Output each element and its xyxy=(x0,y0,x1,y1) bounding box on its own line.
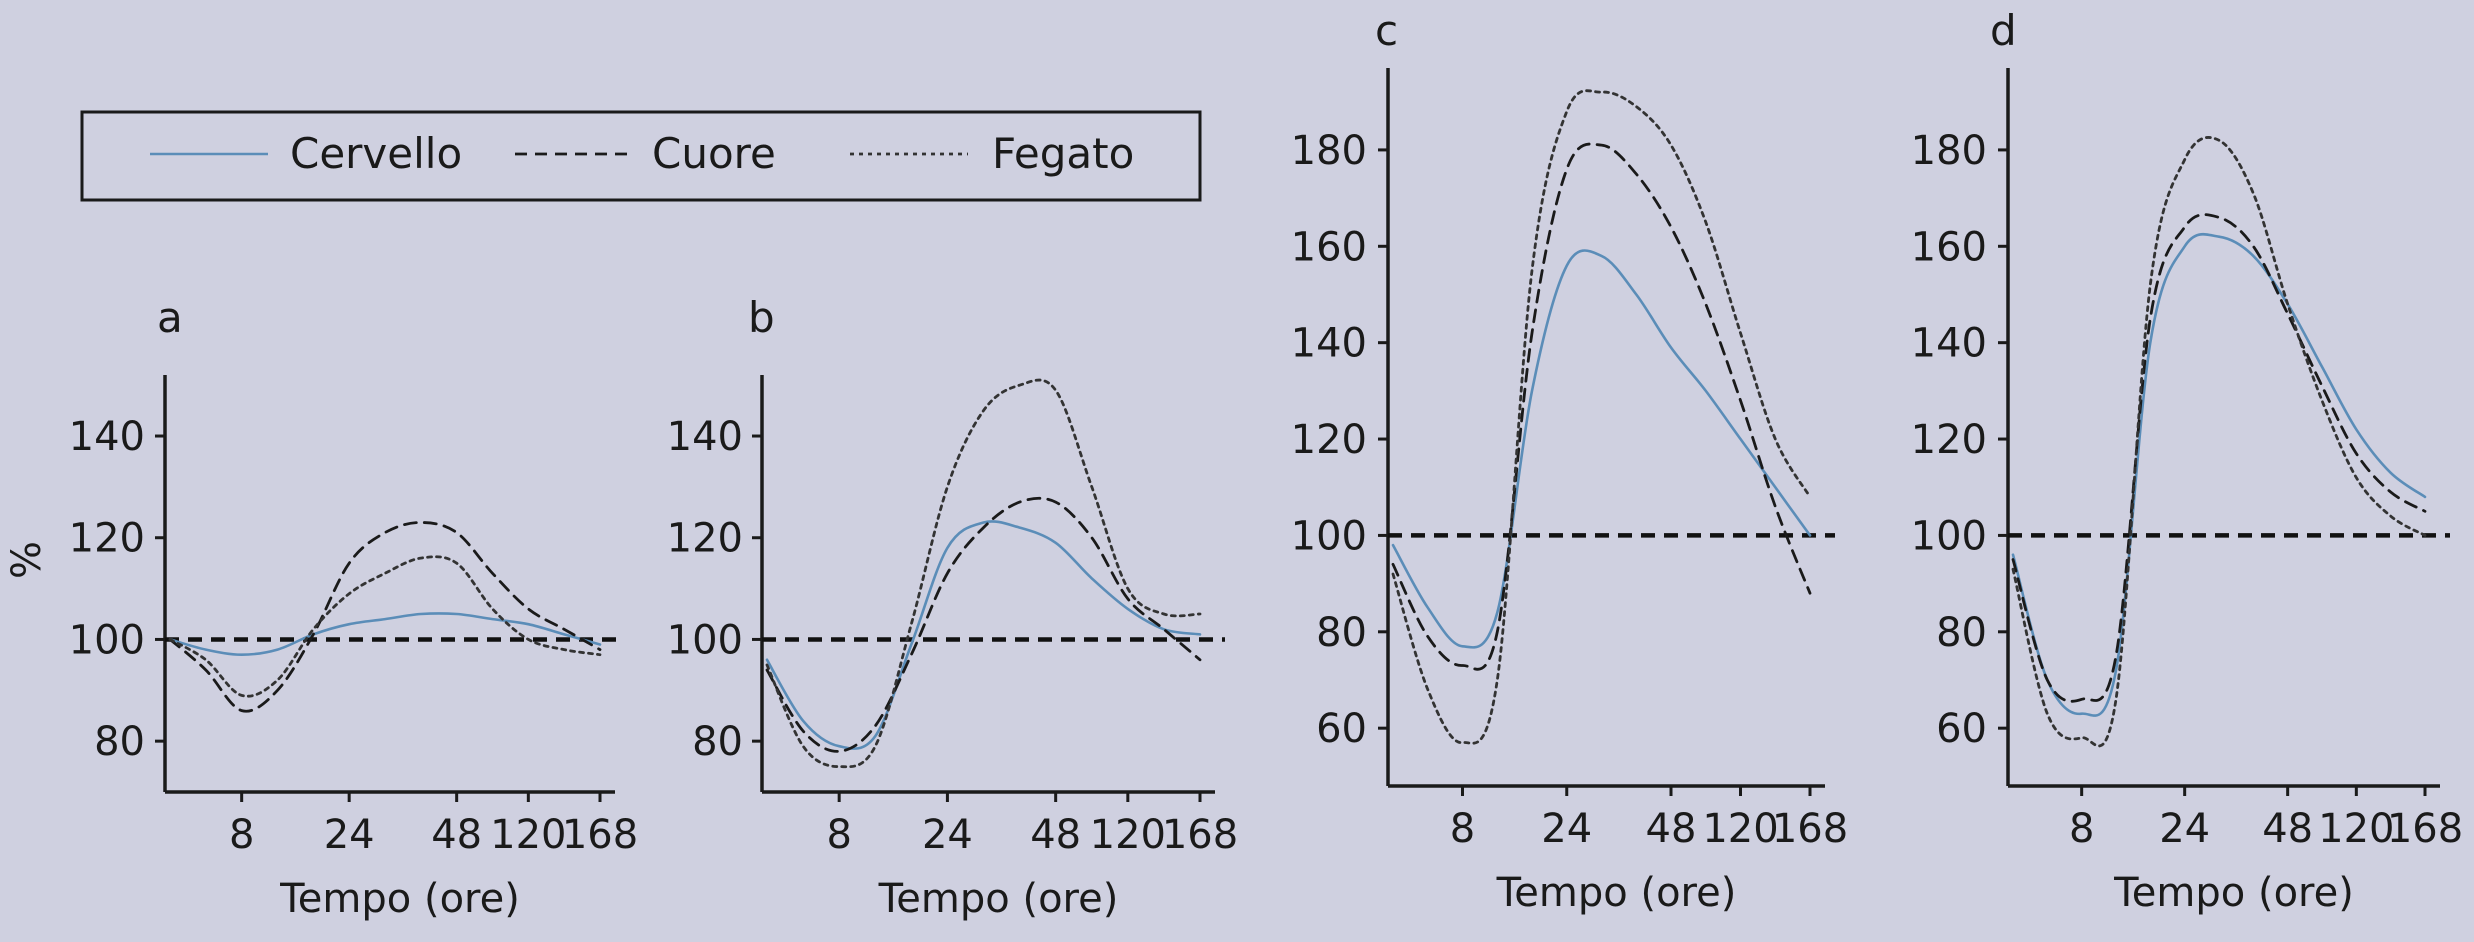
series-line-cervello xyxy=(168,612,602,656)
series-line-cuore xyxy=(2011,213,2427,703)
x-tick-label: 24 xyxy=(922,812,973,858)
x-tick-label: 24 xyxy=(2159,806,2210,852)
panel-label: c xyxy=(1375,6,1398,55)
y-tick-label: 180 xyxy=(1911,128,1987,174)
x-tick-label: 8 xyxy=(2069,806,2094,852)
x-axis-label: Tempo (ore) xyxy=(279,876,520,922)
x-axis-label: Tempo (ore) xyxy=(1496,870,1737,916)
y-tick-label: 80 xyxy=(1316,610,1367,656)
y-tick-label: 140 xyxy=(1911,321,1987,367)
x-tick-label: 48 xyxy=(1030,812,1081,858)
series-line-cervello xyxy=(1391,249,1812,649)
x-tick-label: 120 xyxy=(1702,806,1778,852)
y-tick-label: 120 xyxy=(1911,417,1987,463)
x-tick-label: 120 xyxy=(1090,812,1166,858)
series-line-fegato xyxy=(168,555,602,698)
y-tick-label: 60 xyxy=(1316,706,1367,752)
panel-label: b xyxy=(748,293,775,342)
y-tick-label: 120 xyxy=(1291,417,1367,463)
series-line-cuore xyxy=(1391,142,1812,671)
x-tick-label: 120 xyxy=(2318,806,2394,852)
series-line-cervello xyxy=(765,520,1202,750)
legend-box xyxy=(80,110,1202,202)
y-tick-label: 60 xyxy=(1936,706,1987,752)
y-tick-label: 120 xyxy=(69,516,145,562)
series-line-cuore xyxy=(168,521,602,713)
legend-label: Cuore xyxy=(652,129,776,178)
x-tick-label: 168 xyxy=(2387,806,2463,852)
x-tick-label: 168 xyxy=(562,812,638,858)
y-tick-label: 100 xyxy=(1291,513,1367,559)
series-line-fegato xyxy=(1391,89,1812,745)
y-tick-label: 120 xyxy=(667,516,743,562)
series-line-cervello xyxy=(2011,232,2427,717)
x-tick-label: 24 xyxy=(1541,806,1592,852)
y-tick-label: 180 xyxy=(1291,128,1367,174)
series-line-fegato xyxy=(765,378,1202,769)
x-tick-label: 24 xyxy=(324,812,375,858)
x-tick-label: 8 xyxy=(826,812,851,858)
x-tick-label: 48 xyxy=(431,812,482,858)
legend-label: Fegato xyxy=(992,129,1134,178)
y-tick-label: 80 xyxy=(94,719,145,765)
panel-label: a xyxy=(157,293,183,342)
y-tick-label: 140 xyxy=(1291,321,1367,367)
legend-item-cervello: Cervello xyxy=(150,129,462,178)
y-tick-label: 100 xyxy=(1911,513,1987,559)
x-axis-label: Tempo (ore) xyxy=(878,876,1119,922)
x-axis-label: Tempo (ore) xyxy=(2113,870,2354,916)
x-tick-label: 48 xyxy=(2262,806,2313,852)
legend-label: Cervello xyxy=(290,129,462,178)
y-tick-label: 140 xyxy=(69,414,145,460)
series-line-cuore xyxy=(765,496,1202,753)
y-axis-label: % xyxy=(4,541,50,579)
y-tick-label: 160 xyxy=(1291,224,1367,270)
x-tick-label: 8 xyxy=(229,812,254,858)
x-tick-label: 8 xyxy=(1450,806,1475,852)
x-tick-label: 120 xyxy=(490,812,566,858)
x-tick-label: 48 xyxy=(1646,806,1697,852)
y-tick-label: 100 xyxy=(69,617,145,663)
y-tick-label: 80 xyxy=(692,719,743,765)
legend-item-fegato: Fegato xyxy=(850,129,1134,178)
y-tick-label: 140 xyxy=(667,414,743,460)
legend-item-cuore: Cuore xyxy=(515,129,776,178)
x-tick-label: 168 xyxy=(1772,806,1848,852)
x-tick-label: 168 xyxy=(1162,812,1238,858)
series-line-fegato xyxy=(2011,136,2427,748)
y-tick-label: 80 xyxy=(1936,610,1987,656)
y-tick-label: 160 xyxy=(1911,224,1987,270)
y-tick-label: 100 xyxy=(667,617,743,663)
legend: Cervello Cuore Fegato xyxy=(80,110,1202,202)
panel-label: d xyxy=(1990,6,2017,55)
